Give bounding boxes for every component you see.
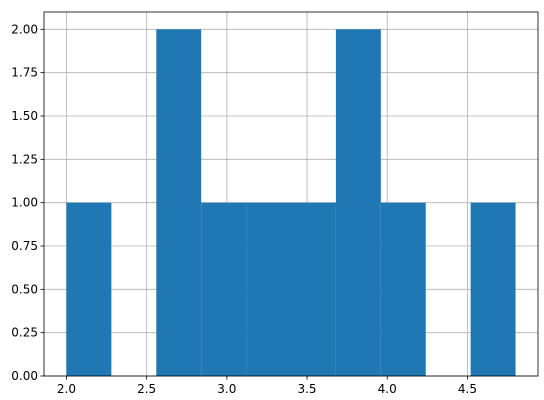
x-tick-label: 2.0 — [57, 382, 76, 396]
y-tick-label: 1.50 — [11, 109, 38, 123]
histogram-bar — [470, 202, 516, 376]
x-tick-label: 3.5 — [297, 382, 316, 396]
histogram-bar — [66, 202, 112, 376]
x-tick-label: 3.0 — [217, 382, 236, 396]
histogram-bar — [201, 202, 247, 376]
y-tick-label: 0.00 — [11, 369, 38, 383]
y-tick-label: 0.50 — [11, 282, 38, 296]
x-tick-label: 4.5 — [458, 382, 477, 396]
grid-layer — [44, 12, 538, 377]
histogram-bar — [380, 202, 426, 376]
axes-frame — [43, 11, 539, 377]
histogram-bar — [291, 202, 336, 376]
y-tick-label: 1.25 — [11, 152, 38, 166]
axes-layer — [43, 11, 539, 377]
y-tick-label: 0.25 — [11, 326, 38, 340]
x-tick-label: 2.5 — [137, 382, 156, 396]
y-tick-label: 1.75 — [11, 66, 38, 80]
histogram-bar — [246, 202, 291, 376]
y-tick-label: 1.00 — [11, 196, 38, 210]
y-tick-label: 2.00 — [11, 22, 38, 36]
y-tick-label: 0.75 — [11, 239, 38, 253]
x-tick-label: 4.0 — [378, 382, 397, 396]
bar-layer — [66, 29, 516, 376]
histogram-bar — [156, 29, 202, 376]
tick-layer: 2.0 2.5 3.0 3.5 4.0 4.5 0.00 0.25 0.50 0.75 1.00 1.… — [11, 22, 477, 396]
histogram-bar — [335, 29, 381, 376]
